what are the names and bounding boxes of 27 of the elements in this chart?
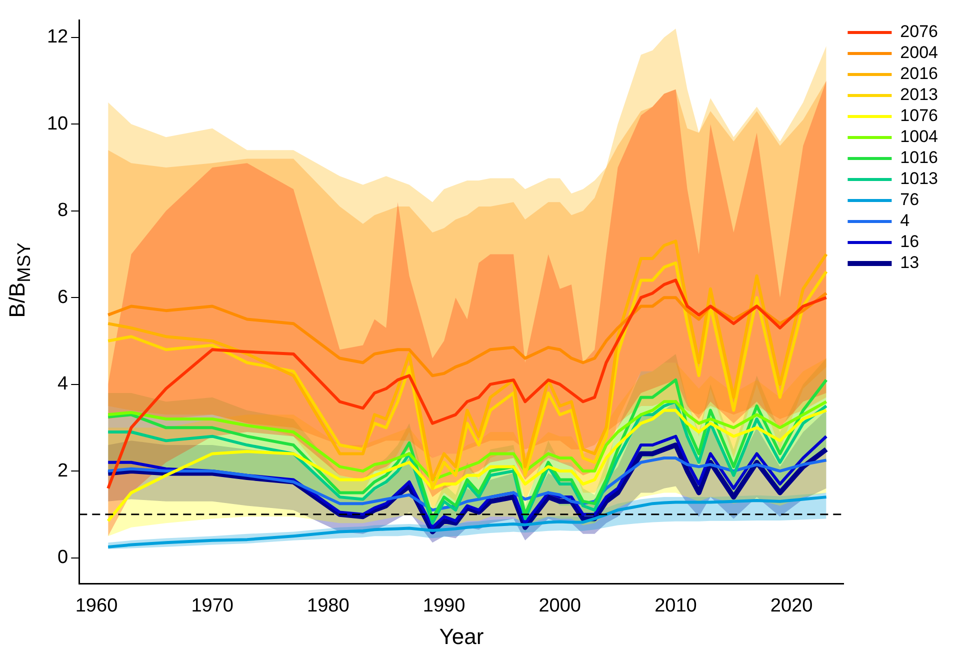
x-tick-label: 1980 [307,595,350,616]
x-tick-label: 1960 [75,595,118,616]
x-tick-label: 1990 [422,595,466,616]
legend-label: 1076 [900,106,938,126]
x-tick-label: 2000 [538,595,582,616]
x-axis-title: Year [439,624,484,649]
legend-label: 4 [900,211,910,230]
y-tick-label: 10 [46,113,68,134]
legend-label: 1013 [900,169,938,188]
legend-label: 13 [900,253,920,272]
legend-label: 1004 [900,127,938,146]
y-tick-label: 2 [58,460,68,482]
y-tick-label: 6 [58,286,68,308]
y-tick-label: 8 [58,200,68,222]
x-tick-label: 1970 [191,595,234,616]
y-tick-label: 4 [58,374,69,395]
x-tick-label: 2020 [770,595,813,616]
legend-label: 2016 [900,64,938,84]
legend-label: 1016 [900,148,938,168]
legend-label: 2004 [900,43,938,62]
legend-label: 2076 [900,22,938,42]
y-tick-label: 12 [46,26,68,48]
x-tick-label: 2010 [654,595,697,616]
y-tick-label: 0 [58,547,68,568]
legend-label: 16 [900,232,920,252]
legend-label: 2013 [900,85,938,104]
legend-label: 76 [900,190,920,210]
